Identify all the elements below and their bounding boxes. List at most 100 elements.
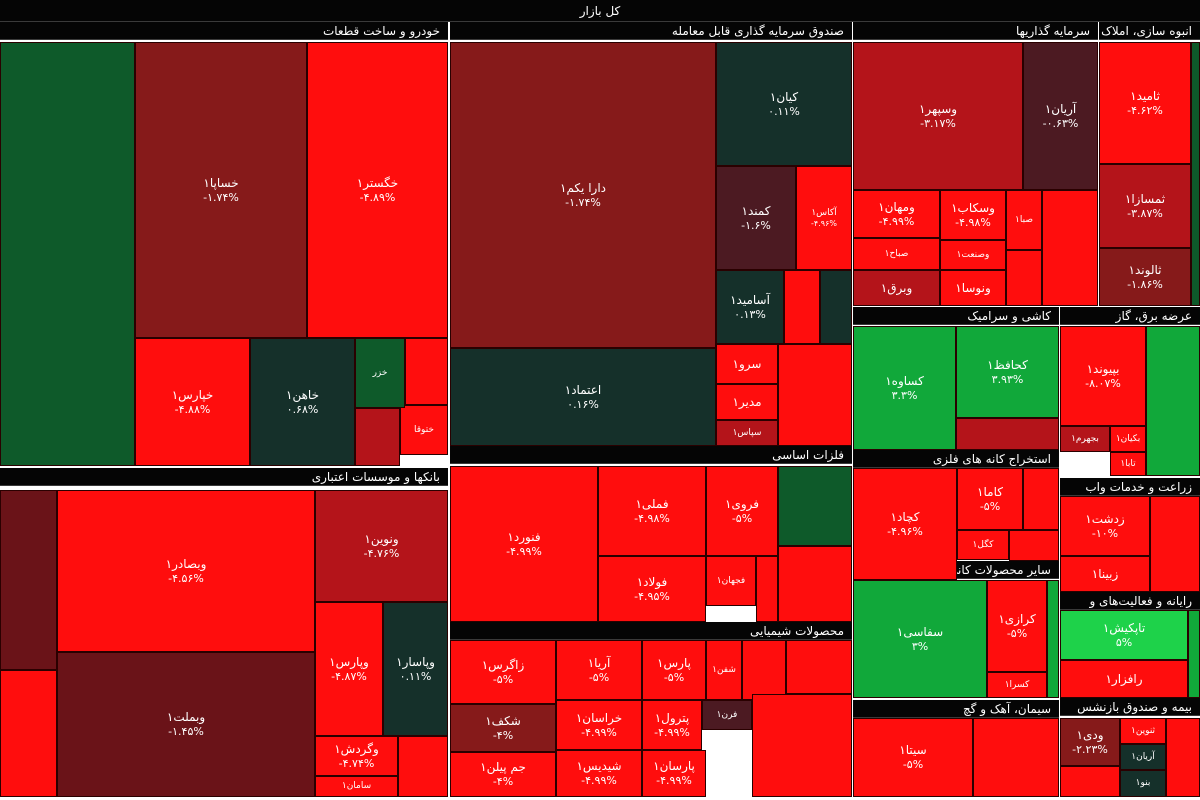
stock-tile-3-1[interactable]: ثمسازا۱ -۳.۸۷%: [1099, 164, 1191, 248]
stock-tile-6-6[interactable]: پترول۱ -۴.۹۹%: [642, 700, 702, 750]
stock-tile-0-5[interactable]: خزر: [355, 338, 405, 408]
stock-tile-2-8[interactable]: صبا۱: [1006, 190, 1042, 250]
stock-tile-14-2[interactable]: آریان۱: [1120, 744, 1166, 770]
stock-tile-11-2[interactable]: کسرا۱: [987, 672, 1047, 698]
stock-tile-1-0[interactable]: دارا یکم۱ -۱.۷۴%: [450, 42, 716, 348]
minor-stock-tile[interactable]: [786, 640, 852, 694]
sector-header-9[interactable]: استخراج کانه های فلزی: [853, 450, 1059, 468]
minor-stock-tile[interactable]: [778, 546, 852, 622]
sector-header-5[interactable]: فلزات اساسی: [450, 446, 852, 464]
stock-tile-8-0[interactable]: بپیوند۱ -۸.۰۷%: [1060, 326, 1146, 426]
minor-stock-tile[interactable]: [0, 670, 57, 797]
stock-tile-7-0[interactable]: کساوه۱ ۳.۳%: [853, 326, 956, 450]
minor-stock-tile[interactable]: [1146, 326, 1200, 476]
stock-tile-8-2[interactable]: بکیان۱: [1110, 426, 1146, 452]
stock-tile-4-4[interactable]: وپاسار۱ ۰.۱۱%: [383, 602, 448, 736]
minor-stock-tile[interactable]: [973, 718, 1059, 797]
stock-tile-10-0[interactable]: زدشت۱ -۱۰%: [1060, 496, 1150, 556]
stock-tile-9-2[interactable]: کگل۱: [957, 530, 1009, 560]
stock-tile-9-1[interactable]: کاما۱ -۵%: [957, 468, 1023, 530]
stock-tile-2-6[interactable]: وبرق۱: [853, 270, 940, 306]
sector-header-12[interactable]: رایانه و فعالیت‌های و: [1060, 592, 1200, 610]
stock-tile-5-4[interactable]: فجهان۱: [706, 556, 756, 606]
sector-header-7[interactable]: کاشی و سرامیک: [853, 307, 1059, 325]
stock-tile-6-3[interactable]: شفن۱: [706, 640, 742, 700]
stock-tile-11-1[interactable]: کرازی۱ -۵%: [987, 580, 1047, 672]
stock-tile-12-0[interactable]: تاپکیش۱ ۵%: [1060, 610, 1188, 660]
stock-tile-2-5[interactable]: وصنعت۱: [940, 240, 1006, 270]
minor-stock-tile[interactable]: [1006, 250, 1042, 306]
minor-stock-tile[interactable]: [405, 338, 448, 405]
stock-tile-1-3[interactable]: کمند۱ -۱.۶%: [716, 166, 796, 270]
sector-header-4[interactable]: بانکها و موسسات اعتباری: [0, 468, 448, 486]
stock-tile-6-10[interactable]: پارسان۱ -۴.۹۹%: [642, 750, 706, 797]
stock-tile-0-1[interactable]: خگستر۱ -۴.۸۹%: [307, 42, 448, 338]
stock-tile-7-1[interactable]: کحافظ۱ ۳.۹۳%: [956, 326, 1059, 418]
stock-tile-6-5[interactable]: خراسان۱ -۴.۹۹%: [556, 700, 642, 750]
stock-tile-2-3[interactable]: ومهان۱ -۴.۹۹%: [853, 190, 940, 238]
minor-stock-tile[interactable]: [778, 466, 852, 546]
minor-stock-tile[interactable]: [956, 418, 1059, 450]
stock-tile-12-1[interactable]: رافزار۱: [1060, 660, 1188, 698]
stock-tile-4-3[interactable]: وپارس۱ -۴.۸۷%: [315, 602, 383, 736]
minor-stock-tile[interactable]: [355, 408, 400, 466]
minor-stock-tile[interactable]: [742, 640, 786, 700]
minor-stock-tile[interactable]: [784, 270, 820, 344]
minor-stock-tile[interactable]: [1166, 718, 1200, 797]
stock-tile-1-1[interactable]: اعتماد۱ ۰.۱۶%: [450, 348, 716, 446]
stock-tile-1-4[interactable]: آکاس۱ -۴.۹۶%: [796, 166, 852, 270]
minor-stock-tile[interactable]: [820, 270, 852, 344]
stock-tile-0-4[interactable]: ختوقا: [400, 405, 448, 455]
minor-stock-tile[interactable]: [0, 490, 57, 670]
stock-tile-2-4[interactable]: صباح۱: [853, 238, 940, 270]
minor-stock-tile[interactable]: [778, 344, 852, 446]
stock-tile-2-7[interactable]: ونوسا۱: [940, 270, 1006, 306]
minor-stock-tile[interactable]: [1150, 496, 1200, 592]
minor-stock-tile[interactable]: [1047, 580, 1059, 698]
stock-tile-8-3[interactable]: تابا۱: [1110, 452, 1146, 476]
sector-header-13[interactable]: سیمان، آهک و گچ: [853, 700, 1059, 718]
stock-tile-0-2[interactable]: خپارس۱ -۴.۸۸%: [135, 338, 250, 466]
stock-tile-14-3[interactable]: بنو۱: [1120, 770, 1166, 797]
minor-stock-tile[interactable]: [1009, 530, 1059, 561]
minor-stock-tile[interactable]: [756, 556, 778, 622]
minor-stock-tile[interactable]: [1191, 42, 1200, 306]
sector-header-0[interactable]: خودرو و ساخت قطعات: [0, 22, 448, 40]
stock-tile-1-2[interactable]: کیان۱ ۰.۱۱%: [716, 42, 852, 166]
minor-stock-tile[interactable]: [752, 694, 852, 797]
stock-tile-5-2[interactable]: فروی۱ -۵%: [706, 466, 778, 556]
sector-header-14[interactable]: بیمه و صندوق بازنشس: [1060, 698, 1200, 716]
sector-header-8[interactable]: عرضه برق، گاز: [1060, 307, 1200, 325]
stock-tile-10-1[interactable]: زبینا۱: [1060, 556, 1150, 592]
stock-tile-0-3[interactable]: خاهن۱ ۰.۶۸%: [250, 338, 355, 466]
stock-tile-6-2[interactable]: پارس۱ -۵%: [642, 640, 706, 700]
sector-header-6[interactable]: محصولات شیمیایی: [450, 622, 852, 640]
stock-tile-11-0[interactable]: سفاسی۱ ۳%: [853, 580, 987, 698]
stock-tile-9-0[interactable]: کچاد۱ -۴.۹۶%: [853, 468, 957, 580]
minor-stock-tile[interactable]: [1023, 468, 1059, 530]
sector-header-3[interactable]: انبوه سازی، املاک و: [1099, 22, 1200, 40]
stock-tile-14-1[interactable]: ثنوین۱: [1120, 718, 1166, 744]
stock-tile-6-0[interactable]: زاگرس۱ -۵%: [450, 640, 556, 704]
stock-tile-6-7[interactable]: فرن۱: [702, 700, 752, 730]
stock-tile-1-6[interactable]: سرو۱: [716, 344, 778, 384]
minor-stock-tile[interactable]: [398, 736, 448, 797]
stock-tile-4-6[interactable]: سامان۱: [315, 776, 398, 797]
minor-stock-tile[interactable]: [0, 42, 135, 466]
stock-tile-13-0[interactable]: سیتا۱ -۵%: [853, 718, 973, 797]
minor-stock-tile[interactable]: [1042, 190, 1098, 306]
stock-tile-8-1[interactable]: بجهرم۱: [1060, 426, 1110, 452]
minor-stock-tile[interactable]: [1060, 766, 1120, 797]
stock-tile-4-5[interactable]: وگردش۱ -۴.۷۴%: [315, 736, 398, 776]
stock-tile-2-1[interactable]: آریان۱ -۰.۶۳%: [1023, 42, 1098, 190]
stock-tile-3-2[interactable]: ثالوند۱ -۱.۸۶%: [1099, 248, 1191, 306]
stock-tile-2-2[interactable]: وسکاب۱ -۴.۹۸%: [940, 190, 1006, 240]
sector-header-10[interactable]: زراعت و خدمات واب: [1060, 478, 1200, 496]
stock-tile-14-0[interactable]: ودی۱ -۲.۲۳%: [1060, 718, 1120, 766]
stock-tile-4-1[interactable]: ونوین۱ -۴.۷۶%: [315, 490, 448, 602]
sector-header-1[interactable]: صندوق سرمایه گذاری قابل معامله: [450, 22, 852, 40]
stock-tile-1-8[interactable]: سپاس۱: [716, 420, 778, 446]
stock-tile-4-0[interactable]: وبصادر۱ -۴.۵۶%: [57, 490, 315, 652]
stock-tile-6-8[interactable]: جم پیلن۱ -۴%: [450, 752, 556, 797]
stock-tile-4-2[interactable]: وبملت۱ -۱.۴۵%: [57, 652, 315, 797]
